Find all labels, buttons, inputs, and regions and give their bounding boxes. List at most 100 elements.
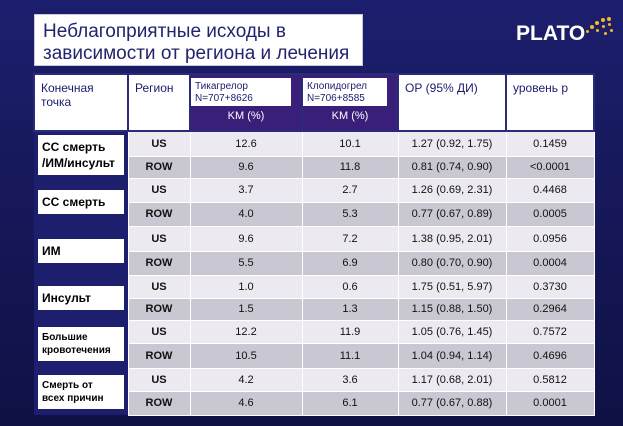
hr-ci-cell: 0.77 (0.67, 0.88) (397, 390, 507, 416)
ticagrelor-km-cell: 9.6 (189, 225, 303, 252)
table-row: ROW 9.6 11.8 0.81 (0.74, 0.90) <0.0001 (34, 155, 595, 179)
logo-dot (610, 29, 613, 32)
clopidogrel-km-cell: 6.1 (301, 390, 399, 416)
outcomes-table: Конечная точка Регион Тикагрелор N=707+8… (33, 73, 595, 416)
endpoint-cell: Большие кровотечения (34, 320, 128, 368)
hr-ci-cell: 0.80 (0.70, 0.90) (397, 250, 507, 276)
endpoint-label: Инсульт (38, 285, 124, 310)
hr-ci-cell: 1.27 (0.92, 1.75) (397, 130, 507, 157)
ticagrelor-km-cell: 5.5 (189, 250, 303, 276)
logo-dot (595, 21, 599, 25)
ticagrelor-km-cell: 1.0 (189, 274, 303, 299)
region-cell: ROW (127, 250, 191, 276)
hr-ci-cell: 0.81 (0.74, 0.90) (397, 155, 507, 179)
title-line-2: зависимости от региона и лечения (43, 43, 350, 64)
endpoint-label: СС смерть /ИМ/инсульт (38, 135, 124, 175)
region-cell: US (127, 274, 191, 299)
p-value-cell: 0.5812 (505, 367, 595, 392)
p-value-cell: 0.7572 (505, 319, 595, 344)
p-value-cell: 0.0956 (505, 225, 595, 252)
hr-ci-cell: 1.15 (0.88, 1.50) (397, 297, 507, 321)
endpoint-cell: СС смерть /ИМ/инсульт (34, 131, 128, 178)
header-hr: ОР (95% ДИ) (397, 73, 507, 132)
region-cell: ROW (127, 390, 191, 416)
logo-dot (601, 18, 605, 22)
logo-dot (586, 30, 589, 33)
p-value-cell: 0.0005 (505, 201, 595, 227)
region-cell: US (127, 225, 191, 252)
p-value-cell: 0.0001 (505, 390, 595, 416)
table-row: ROW 10.5 11.1 1.04 (0.94, 1.14) 0.4696 (34, 342, 595, 369)
logo-text: PLATO (516, 22, 586, 45)
endpoint-label: СС смерть (38, 190, 124, 214)
header-endpoint-label: Конечная точка (41, 81, 94, 109)
region-cell: ROW (127, 342, 191, 369)
title-box: Неблагоприятные исходы в зависимости от … (34, 14, 363, 66)
logo-dot (604, 32, 607, 35)
region-cell: ROW (127, 297, 191, 321)
ticagrelor-km-cell: 12.6 (189, 130, 303, 157)
table-row: ROW 1.5 1.3 1.15 (0.88, 1.50) 0.2964 (34, 297, 595, 321)
ticagrelor-km-cell: 12.2 (189, 319, 303, 344)
p-value-cell: 0.2964 (505, 297, 595, 321)
clopidogrel-km-cell: 5.3 (301, 201, 399, 227)
header-endpoint: Конечная точка (33, 73, 129, 132)
ticagrelor-km-cell: 4.2 (189, 367, 303, 392)
clopidogrel-km-label: KM (%) (331, 110, 369, 122)
logo-dot (602, 25, 605, 28)
hr-ci-cell: 1.04 (0.94, 1.14) (397, 342, 507, 369)
plato-logo: PLATO (516, 14, 616, 50)
table-row: ROW 4.0 5.3 0.77 (0.67, 0.89) 0.0005 (34, 201, 595, 227)
table-row: ROW 5.5 6.9 0.80 (0.70, 0.90) 0.0004 (34, 250, 595, 276)
ticagrelor-km-cell: 4.6 (189, 390, 303, 416)
region-cell: US (127, 367, 191, 392)
logo-dot (590, 25, 594, 29)
clopidogrel-km-cell: 0.6 (301, 274, 399, 299)
clopidogrel-km-cell: 6.9 (301, 250, 399, 276)
p-value-cell: 0.3730 (505, 274, 595, 299)
logo-dot (608, 23, 611, 26)
table-row: СС смерть US 3.7 2.7 1.26 (0.69, 2.31) 0.4468 (34, 177, 595, 226)
endpoint-cell: СС смерть (34, 178, 128, 226)
clopidogrel-km-cell: 1.3 (301, 297, 399, 321)
endpoint-label: ИМ (38, 238, 124, 263)
header-p-label: уровень p (513, 81, 569, 95)
header-region: Регион (127, 73, 191, 132)
p-value-cell: 0.1459 (505, 130, 595, 157)
ticagrelor-km-cell: 9.6 (189, 155, 303, 179)
table-row: СС смерть /ИМ/инсульт US 12.6 10.1 1.27 (0.9… (34, 130, 595, 178)
table-row: Смерть от всех причин US 4.2 3.6 1.17 (0.68,… (34, 367, 595, 415)
ticagrelor-km-label: KM (%) (227, 110, 265, 122)
table-row: Инсульт US 1.0 0.6 1.75 (0.51, 5.97) 0.3730 (34, 274, 595, 320)
clopidogrel-km-cell: 11.8 (301, 155, 399, 179)
endpoint-cell: Смерть от всех причин (34, 368, 128, 415)
ticagrelor-km-cell: 1.5 (189, 297, 303, 321)
clopidogrel-km-cell: 7.2 (301, 225, 399, 252)
header-region-label: Регион (135, 81, 174, 95)
ticagrelor-label: Тикагрелор N=707+8626 (191, 78, 291, 106)
region-cell: US (127, 130, 191, 157)
ticagrelor-km-cell: 3.7 (189, 177, 303, 203)
clopidogrel-km-cell: 11.1 (301, 342, 399, 369)
logo-dot (607, 17, 611, 21)
table-row: Большие кровотечения US 12.2 11.9 1.05 (0.76… (34, 319, 595, 368)
region-cell: ROW (127, 155, 191, 179)
p-value-cell: 0.4468 (505, 177, 595, 203)
logo-dot (596, 29, 599, 32)
title-line-1: Неблагоприятные исходы в (43, 21, 286, 42)
table-row: ROW 4.6 6.1 0.77 (0.67, 0.88) 0.0001 (34, 390, 595, 416)
endpoint-cell: ИМ (34, 226, 128, 275)
header-p: уровень p (505, 73, 595, 132)
p-value-cell: 0.4696 (505, 342, 595, 369)
endpoint-label: Смерть от всех причин (38, 374, 124, 409)
clopidogrel-km-cell: 3.6 (301, 367, 399, 392)
hr-ci-cell: 1.17 (0.68, 2.01) (397, 367, 507, 392)
clopidogrel-km-cell: 11.9 (301, 319, 399, 344)
hr-ci-cell: 0.77 (0.67, 0.89) (397, 201, 507, 227)
hr-ci-cell: 1.05 (0.76, 1.45) (397, 319, 507, 344)
p-value-cell: <0.0001 (505, 155, 595, 179)
hr-ci-cell: 1.75 (0.51, 5.97) (397, 274, 507, 299)
region-cell: US (127, 177, 191, 203)
endpoint-label: Большие кровотечения (38, 327, 124, 361)
header-ticagrelor: Тикагрелор N=707+8626 KM (%) (189, 73, 303, 132)
